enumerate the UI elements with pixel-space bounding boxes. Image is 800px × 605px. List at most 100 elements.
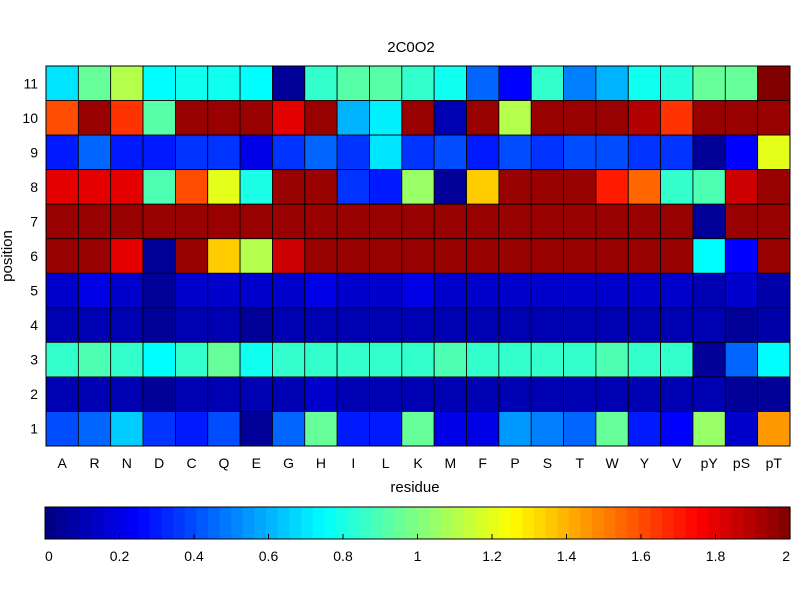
heatmap-cell-1-Y (627, 411, 662, 447)
heatmap-cell-10-H (304, 100, 338, 136)
heatmap-cell-7-Q (207, 203, 241, 240)
heatmap-cell-11-R (77, 65, 112, 101)
colorbar-segment (743, 507, 756, 539)
heatmap-cell-10-R (77, 100, 112, 136)
heatmap-cell-1-M (433, 411, 467, 447)
heatmap-cell-8-P (498, 169, 532, 205)
heatmap-cell-2-I (336, 376, 370, 412)
heatmap-cell-11-Y (627, 65, 662, 101)
colorbar-segment (673, 507, 686, 539)
heatmap-cell-2-pT (757, 376, 791, 412)
heatmap-cell-5-H (304, 272, 338, 309)
heatmap-cell-8-pS (724, 169, 759, 205)
heatmap-cell-8-K (401, 169, 435, 205)
x-tick-label: S (543, 455, 552, 471)
y-axis-label: position (0, 230, 16, 282)
colorbar-segment (382, 507, 395, 539)
plot-frame (45, 65, 791, 447)
heatmap-cell-11-L (369, 65, 403, 101)
heatmap-cell-7-F (466, 203, 500, 240)
y-tick-labels: 11 10 9 8 7 6 5 4 3 2 1 (22, 75, 38, 436)
colorbar-segment (731, 507, 745, 539)
heatmap-cell-10-F (466, 100, 500, 136)
colorbar-segment (452, 507, 465, 539)
colorbar-segment (79, 507, 93, 539)
heatmap-cell-8-W (595, 169, 629, 205)
heatmap-cell-9-R (77, 134, 112, 171)
heatmap-cell-10-V (660, 100, 694, 136)
x-tick-label: K (413, 455, 423, 471)
heatmap-cell-2-M (433, 376, 467, 412)
heatmap-cell-7-pY (692, 203, 726, 240)
heatmap-cell-7-L (369, 203, 403, 240)
heatmap-cell-5-G (272, 272, 306, 309)
heatmap-cell-10-Y (627, 100, 662, 136)
colorbar-segment (45, 507, 58, 539)
x-tick-label: W (605, 455, 619, 471)
heatmap-cell-3-Y (627, 341, 662, 378)
heatmap-cell-5-D (142, 272, 176, 309)
x-tick-label: E (252, 455, 261, 471)
heatmap-cell-6-H (304, 238, 338, 274)
colorbar-segment (207, 507, 221, 539)
y-tick-label: 6 (30, 248, 38, 264)
colorbar-tick-label: 1.6 (631, 548, 651, 564)
heatmap-cell-2-pY (692, 376, 726, 412)
colorbar-segment (417, 507, 430, 539)
colorbar-segment (475, 507, 488, 539)
colorbar-segment (266, 507, 279, 539)
heatmap-cell-9-T (563, 134, 597, 171)
y-tick-label: 7 (30, 213, 38, 229)
heatmap-cell-7-N (110, 203, 144, 240)
heatmap-cell-6-A (45, 238, 79, 274)
colorbar-segment (755, 507, 768, 539)
x-tick-label: M (445, 455, 457, 471)
heatmap-cell-4-D (142, 307, 176, 343)
heatmap-cell-8-pT (757, 169, 791, 205)
x-tick-label: P (510, 455, 519, 471)
heatmap-cell-6-W (595, 238, 629, 274)
heatmap-cell-2-L (369, 376, 403, 412)
x-tick-label: R (89, 455, 99, 471)
y-tick-label: 3 (30, 352, 38, 368)
heatmap-cell-5-pT (757, 272, 791, 309)
heatmap-cell-4-R (77, 307, 112, 343)
heatmap-cell-11-W (595, 65, 629, 101)
heatmap-cell-11-P (498, 65, 532, 101)
colorbar-tick-label: 1.2 (482, 548, 502, 564)
heatmap-cell-5-C (174, 272, 209, 309)
heatmap-cell-5-pY (692, 272, 726, 309)
heatmap-cell-10-E (239, 100, 273, 136)
heatmap-cell-3-N (110, 341, 144, 378)
colorbar-segment (580, 507, 593, 539)
colorbar-segment (138, 507, 151, 539)
heatmap-cell-9-pS (724, 134, 759, 171)
heatmap-cell-8-Y (627, 169, 662, 205)
heatmap-cell-4-S (530, 307, 564, 343)
heatmap-cell-1-E (239, 411, 273, 447)
heatmap-cell-8-N (110, 169, 144, 205)
heatmap-cell-1-T (563, 411, 597, 447)
heatmap-cell-7-M (433, 203, 467, 240)
y-tick-label: 1 (30, 421, 38, 437)
colorbar-segment (231, 507, 244, 539)
heatmap-cell-11-C (174, 65, 209, 101)
heatmap-cell-10-I (336, 100, 370, 136)
colorbar-segment (592, 507, 605, 539)
heatmap-cell-5-Y (627, 272, 662, 309)
heatmap-cell-3-R (77, 341, 112, 378)
colorbar-segment (370, 507, 384, 539)
colorbar-segment (720, 507, 733, 539)
heatmap-cell-3-E (239, 341, 273, 378)
heatmap-cell-11-Q (207, 65, 241, 101)
heatmap-cell-6-Q (207, 238, 241, 274)
y-tick-label: 4 (30, 317, 38, 333)
heatmap-cell-5-pS (724, 272, 759, 309)
heatmap-cell-5-M (433, 272, 467, 309)
heatmap-cell-2-G (272, 376, 306, 412)
heatmap-cell-10-A (45, 100, 79, 136)
x-tick-label: C (187, 455, 197, 471)
heatmap-cell-8-pY (692, 169, 726, 205)
x-tick-label: L (382, 455, 390, 471)
